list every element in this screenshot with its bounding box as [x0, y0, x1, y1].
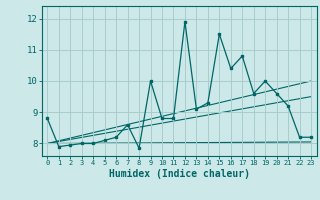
X-axis label: Humidex (Indice chaleur): Humidex (Indice chaleur)	[109, 169, 250, 179]
